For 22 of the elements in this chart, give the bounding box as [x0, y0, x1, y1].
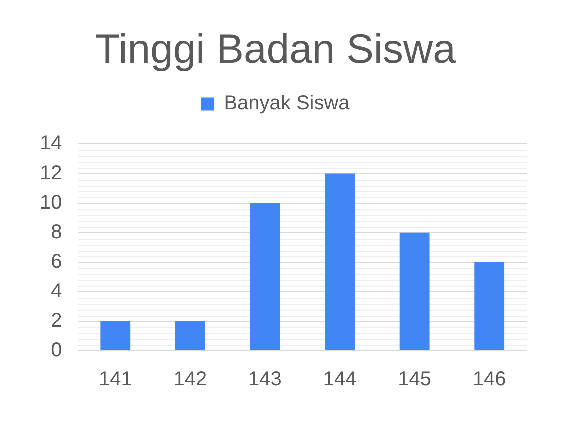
x-tick-label: 142	[174, 368, 208, 391]
bar	[175, 321, 206, 350]
bar	[325, 174, 355, 350]
bar	[400, 232, 430, 350]
bar	[250, 203, 280, 350]
y-tick-label: 2	[51, 310, 62, 332]
y-tick-label: 8	[51, 221, 62, 244]
x-tick-label: 146	[472, 368, 506, 391]
x-tick-label: 145	[398, 368, 432, 391]
x-tick-label: 143	[248, 368, 282, 391]
x-tick-label: 141	[98, 368, 132, 391]
y-tick-label: 0	[51, 340, 62, 362]
bar	[100, 321, 131, 350]
y-tick-label: 14	[40, 132, 62, 155]
y-tick-label: 12	[40, 162, 62, 184]
y-tick-label: 4	[51, 280, 62, 302]
x-tick-label: 144	[323, 368, 357, 391]
legend-label: Banyak Siswa	[224, 92, 351, 115]
y-tick-label: 6	[51, 250, 62, 273]
bar	[474, 262, 505, 350]
chart-title: Tinggi Badan Siswa	[95, 26, 456, 72]
y-tick-label: 10	[40, 192, 62, 214]
